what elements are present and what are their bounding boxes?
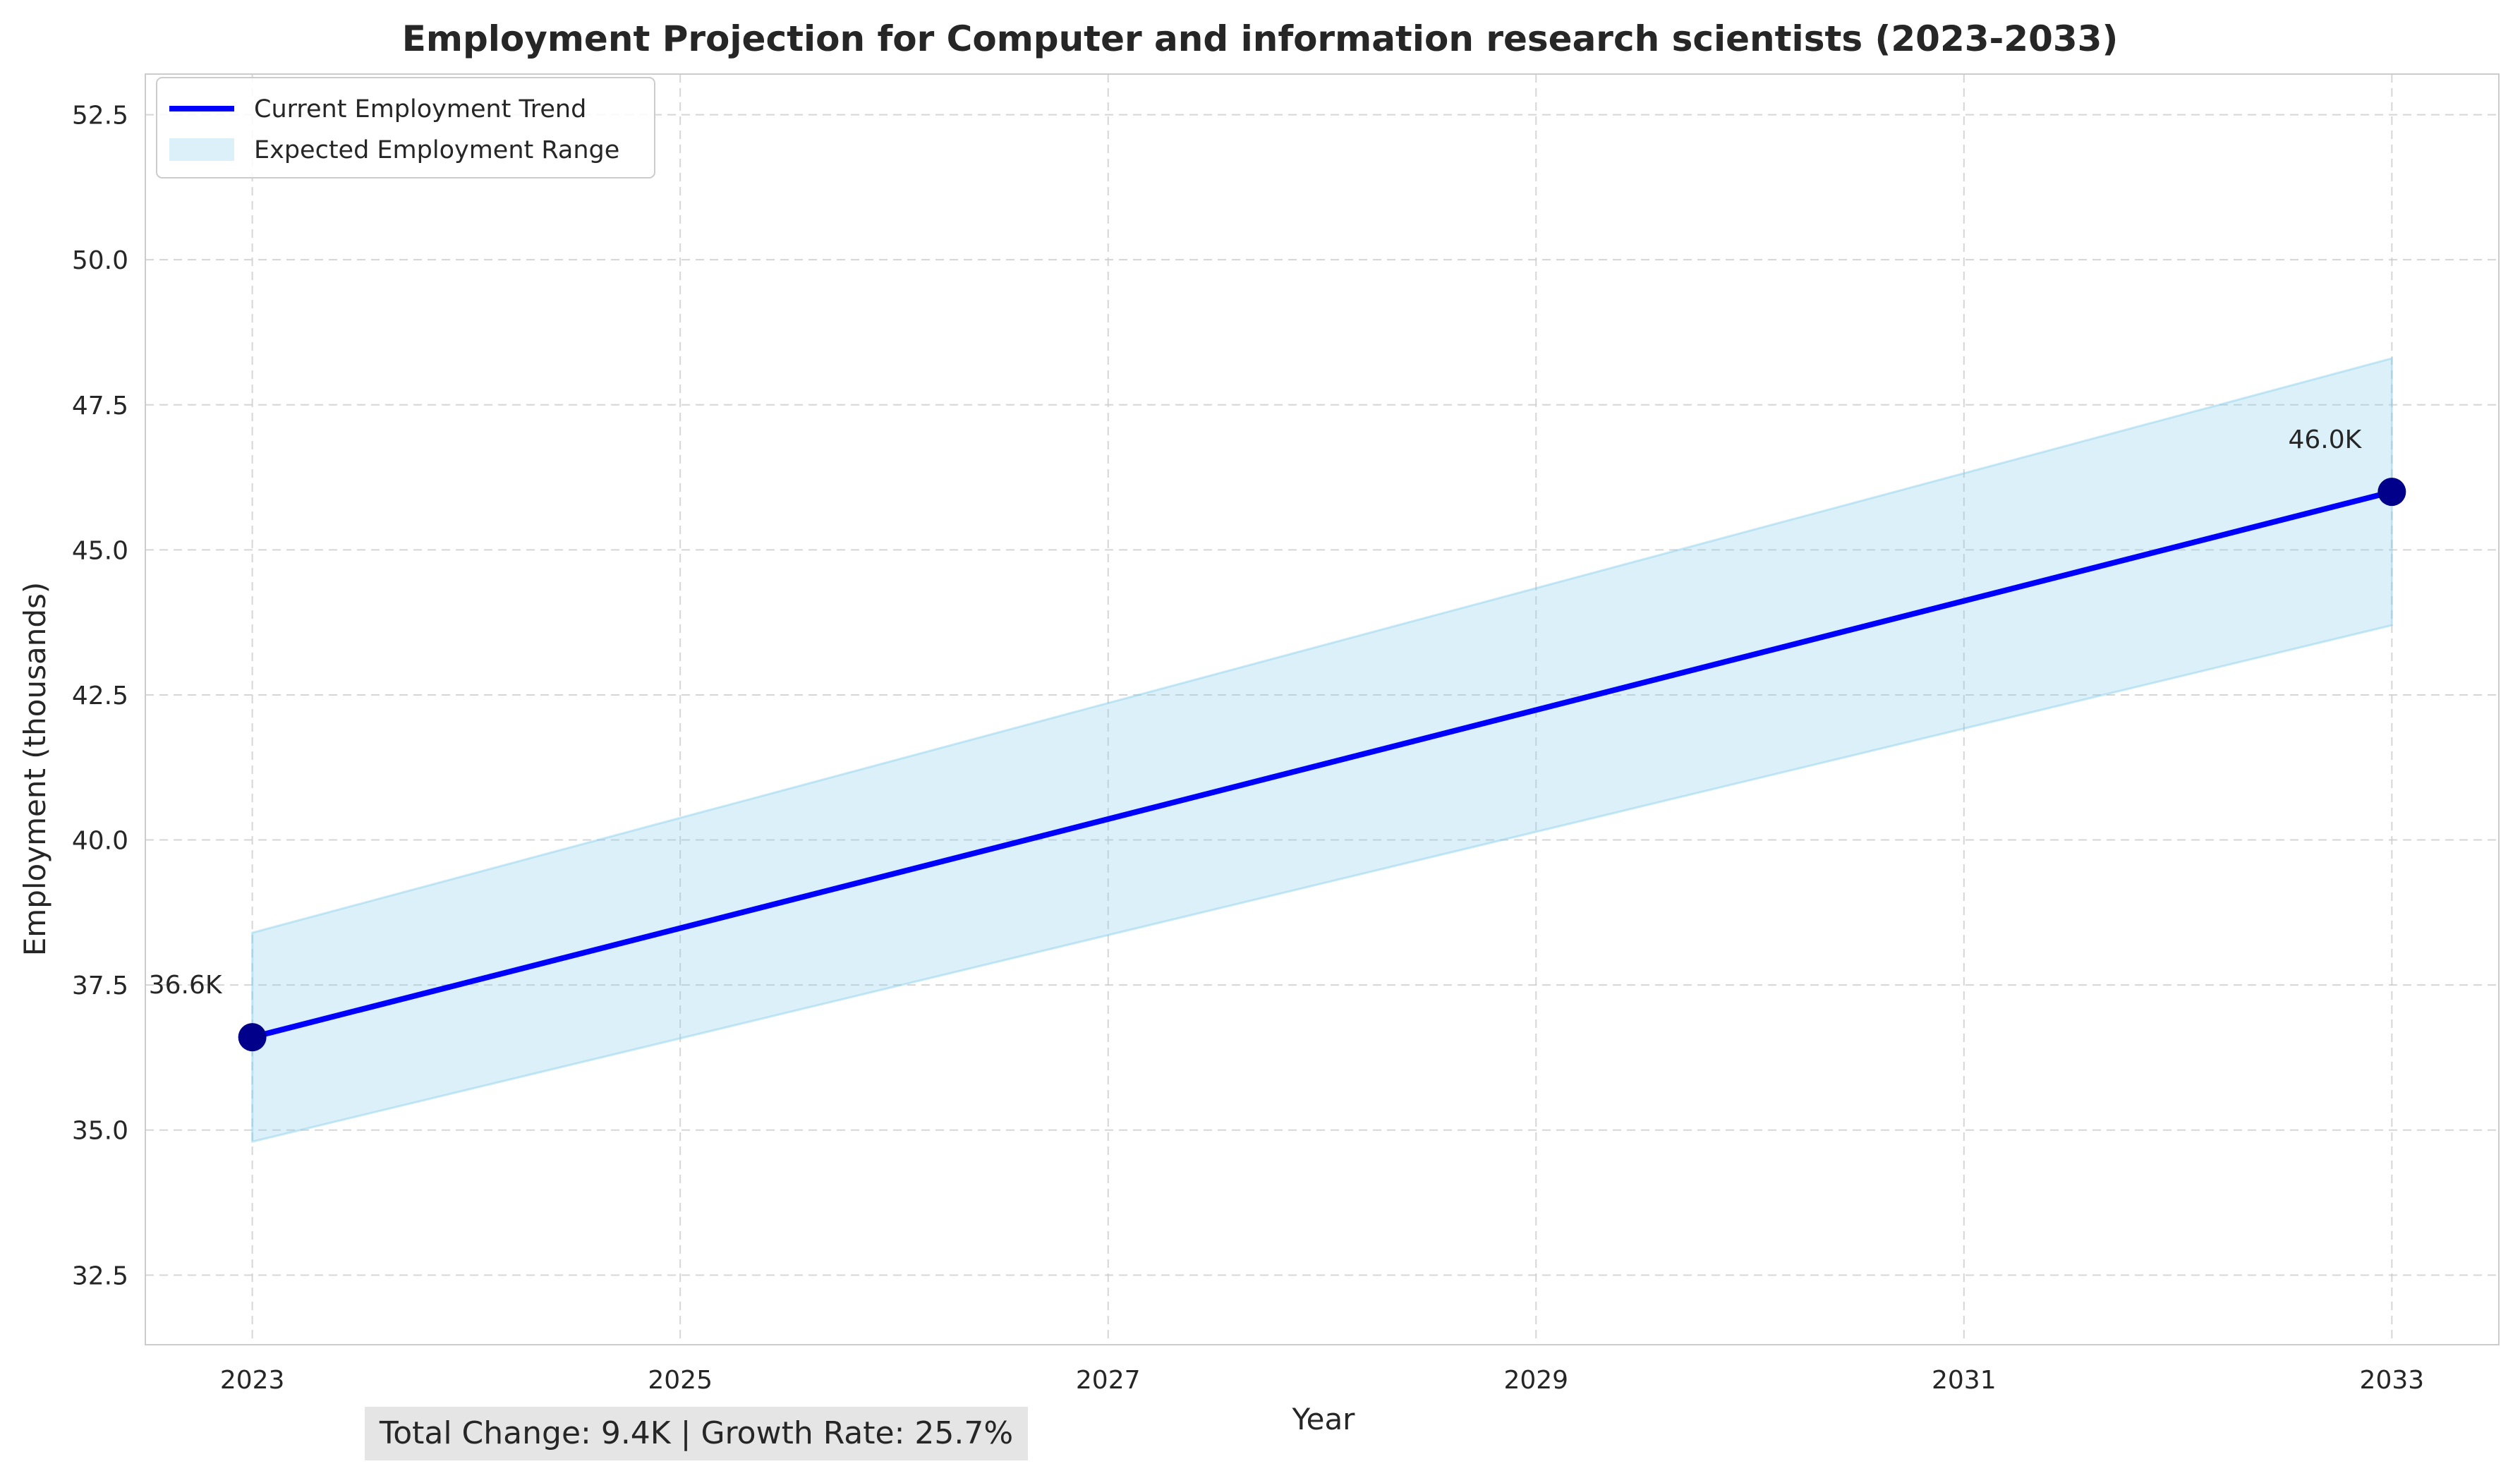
data-label: 36.6K <box>149 971 223 1000</box>
y-tick-label: 50.0 <box>72 246 128 275</box>
grid <box>145 74 2499 1345</box>
legend-box <box>156 77 655 178</box>
range-band <box>251 357 2393 1144</box>
x-axis-label: Year <box>1292 1402 1356 1436</box>
y-axis-label: Employment (thousands) <box>18 582 52 956</box>
legend-band-swatch <box>169 138 234 161</box>
trend-line <box>249 489 2395 1041</box>
y-tick-label: 37.5 <box>72 971 128 1000</box>
legend-entry-trend: Current Employment Trend <box>254 95 586 123</box>
marker-layer: 36.6K 46.0K <box>149 425 2406 1052</box>
x-tick-labels: 2023 2025 2027 2029 2031 2033 <box>220 1366 2424 1395</box>
band-layer <box>251 357 2393 1144</box>
data-label: 46.0K <box>2288 425 2362 454</box>
legend: Current Employment Trend Expected Employ… <box>156 77 655 178</box>
chart-title: Employment Projection for Computer and i… <box>402 18 2119 59</box>
y-tick-label: 45.0 <box>72 536 128 565</box>
x-tick-label: 2033 <box>2360 1366 2425 1395</box>
summary-text: Total Change: 9.4K | Growth Rate: 25.7% <box>379 1415 1013 1451</box>
summary-box: Total Change: 9.4K | Growth Rate: 25.7% <box>365 1407 1028 1460</box>
legend-entry-range: Expected Employment Range <box>254 136 619 164</box>
y-tick-label: 42.5 <box>72 682 128 710</box>
line-layer <box>249 489 2395 1041</box>
y-tick-label: 47.5 <box>72 392 128 420</box>
y-tick-label: 32.5 <box>72 1261 128 1290</box>
y-tick-label: 52.5 <box>72 102 128 131</box>
y-tick-label: 40.0 <box>72 827 128 856</box>
x-tick-label: 2025 <box>648 1366 713 1395</box>
x-tick-label: 2027 <box>1076 1366 1141 1395</box>
x-tick-label: 2031 <box>1932 1366 1997 1395</box>
x-tick-label: 2029 <box>1503 1366 1568 1395</box>
data-point <box>238 1023 267 1052</box>
y-tick-labels: 32.5 35.0 37.5 40.0 42.5 45.0 47.5 50.0 52.5 <box>72 102 128 1291</box>
y-tick-label: 35.0 <box>72 1117 128 1146</box>
x-tick-label: 2023 <box>220 1366 285 1395</box>
plot-frame <box>145 73 2500 1345</box>
data-point <box>2377 478 2406 507</box>
